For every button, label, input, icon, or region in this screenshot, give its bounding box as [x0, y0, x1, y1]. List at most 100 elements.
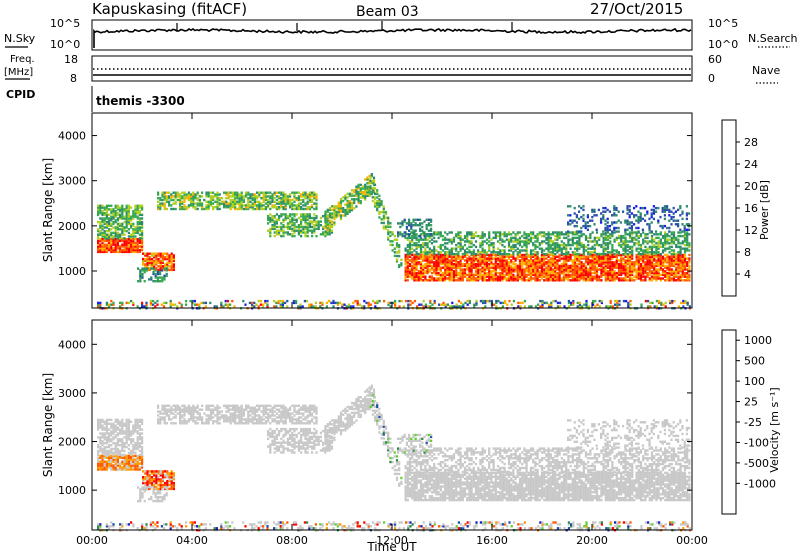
power-cell	[159, 198, 162, 202]
power-cell	[439, 266, 442, 269]
power-cell	[600, 266, 603, 269]
power-cell	[619, 221, 622, 224]
power-cell	[382, 207, 385, 210]
power-cell	[389, 222, 392, 225]
power-cell	[514, 245, 517, 249]
power-cell	[286, 216, 289, 220]
power-cell	[156, 299, 159, 303]
power-cell	[516, 242, 519, 245]
power-cell	[114, 238, 117, 241]
power-cell	[251, 197, 254, 200]
power-cell	[481, 262, 484, 266]
power-cell	[247, 191, 250, 194]
power-cell	[136, 247, 139, 250]
power-cell	[415, 243, 418, 247]
power-cell	[437, 266, 440, 269]
power-cell	[251, 301, 254, 305]
power-cell	[153, 252, 156, 255]
power-cell	[518, 264, 522, 268]
power-cell	[642, 266, 645, 269]
power-cell	[300, 218, 303, 221]
power-cell	[142, 257, 145, 261]
power-cell	[578, 268, 581, 271]
power-cell	[668, 251, 671, 254]
power-cell	[655, 249, 658, 252]
power-cell	[512, 252, 515, 256]
power-cell	[205, 191, 208, 194]
power-cell	[518, 261, 522, 264]
power-cell	[293, 213, 296, 216]
power-cell	[578, 238, 581, 241]
power-cell	[501, 259, 504, 262]
power-cell	[505, 271, 508, 275]
power-cell	[282, 197, 285, 200]
power-cell	[653, 268, 656, 271]
power-cell	[378, 198, 381, 201]
power-cell	[639, 234, 643, 238]
power-cell	[159, 202, 162, 205]
power-cell	[554, 262, 557, 266]
power-cell	[359, 200, 362, 203]
power-cell	[384, 225, 388, 228]
power-cell	[348, 201, 351, 205]
power-cell	[521, 279, 524, 282]
power-cell	[679, 249, 682, 252]
power-cell	[624, 271, 627, 275]
power-cell	[437, 257, 440, 260]
power-cell	[606, 243, 610, 247]
power-cell	[611, 262, 614, 266]
power-cell	[278, 218, 281, 221]
power-cell	[269, 220, 272, 223]
power-cell	[677, 231, 680, 234]
power-cell	[661, 255, 665, 258]
power-cell	[130, 250, 133, 254]
power-cell	[683, 264, 687, 268]
power-cell	[315, 206, 318, 209]
power-cell	[534, 268, 537, 271]
date-title: 27/Oct/2015	[590, 0, 683, 18]
power-cell	[105, 239, 108, 243]
power-cell	[384, 211, 388, 214]
power-cell	[132, 217, 135, 220]
power-cell	[648, 273, 651, 277]
power-cell	[534, 266, 537, 269]
power-cell	[333, 210, 336, 213]
power-cell	[600, 264, 603, 268]
power-cell	[455, 279, 458, 282]
power-cell	[404, 279, 407, 282]
power-cell	[105, 208, 108, 211]
power-cell	[138, 219, 141, 222]
power-cell	[501, 262, 504, 266]
power-cell	[269, 231, 272, 234]
power-cell	[609, 240, 612, 243]
power-cell	[633, 238, 636, 241]
power-cell	[523, 257, 526, 260]
power-cell	[598, 268, 601, 271]
power-cell	[584, 223, 587, 226]
power-cell	[582, 271, 585, 275]
power-cell	[571, 236, 574, 240]
power-cell	[501, 255, 504, 258]
power-cell	[479, 264, 482, 268]
power-cell	[681, 271, 684, 275]
power-cell	[565, 262, 568, 266]
power-cell	[657, 236, 660, 240]
power-cell	[249, 195, 252, 198]
power-cell	[628, 210, 631, 213]
power-cell	[580, 262, 583, 266]
power-cell	[192, 198, 195, 202]
power-cell	[540, 262, 544, 266]
power-cell	[439, 277, 442, 280]
power-cell	[600, 271, 603, 275]
power-cell	[234, 202, 237, 205]
power-cell	[518, 262, 522, 266]
power-cell	[427, 224, 430, 227]
power-cell	[501, 273, 504, 277]
power-cell	[324, 230, 327, 233]
noise-panel-frame	[91, 19, 693, 51]
power-cell	[331, 212, 334, 215]
power-cell	[635, 233, 638, 236]
power-cell	[179, 200, 182, 203]
power-cell	[567, 214, 570, 217]
power-cell	[293, 234, 296, 238]
